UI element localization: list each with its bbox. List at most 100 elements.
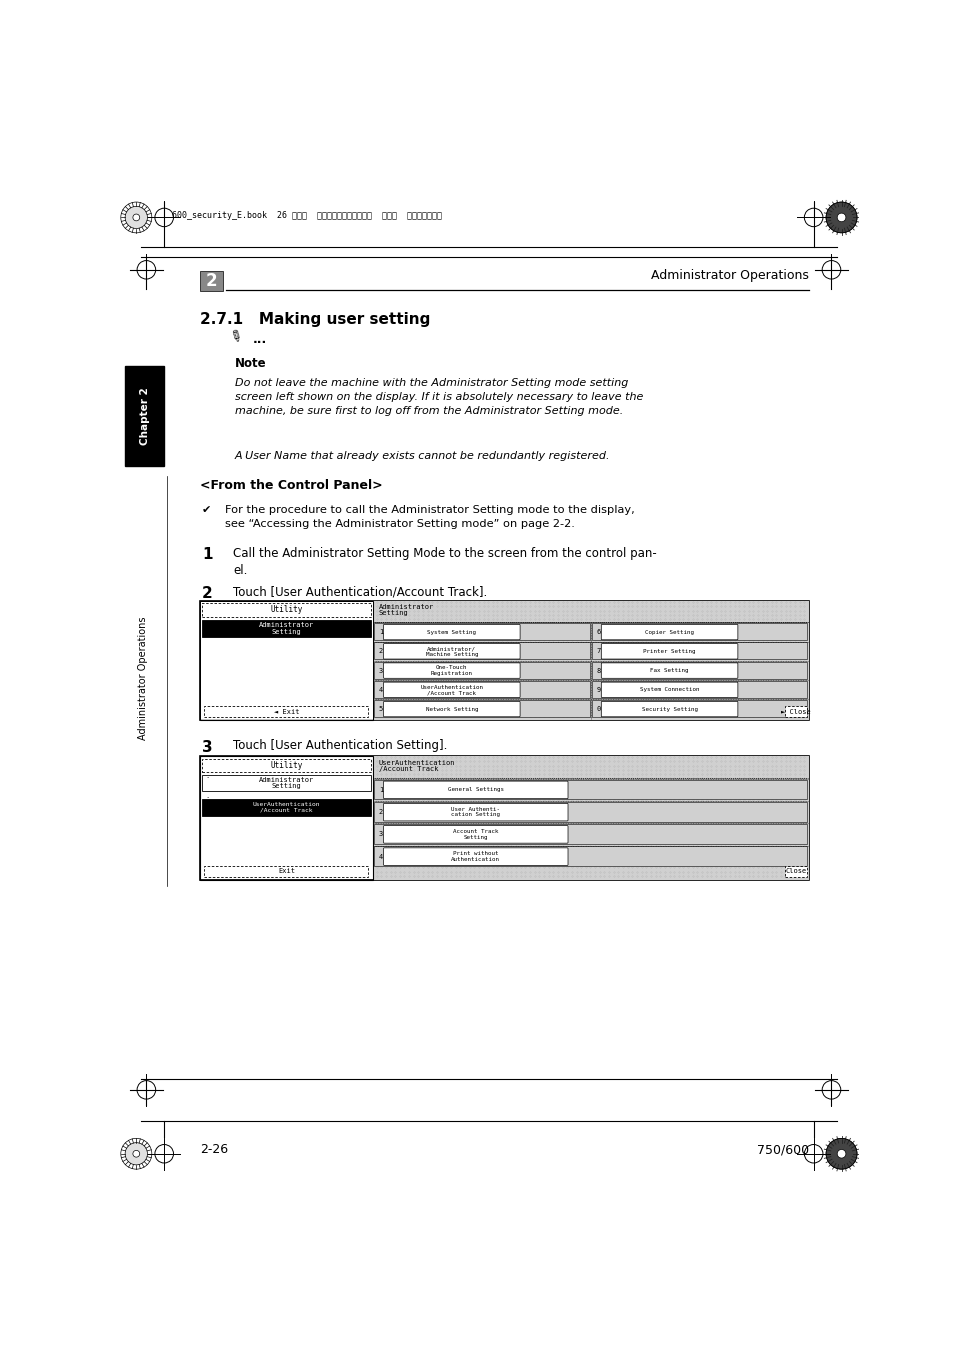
Text: 3: 3 xyxy=(202,740,213,755)
Bar xyxy=(202,799,371,817)
Text: ...: ... xyxy=(253,333,267,347)
Text: Printer Setting: Printer Setting xyxy=(642,649,695,653)
FancyBboxPatch shape xyxy=(383,826,567,844)
Text: UserAuthentication
/Account Track: UserAuthentication /Account Track xyxy=(253,802,320,813)
Bar xyxy=(374,662,589,679)
Bar xyxy=(204,706,368,717)
Text: ..: .. xyxy=(206,775,210,779)
Bar xyxy=(784,706,806,717)
Circle shape xyxy=(825,1138,856,1169)
FancyBboxPatch shape xyxy=(600,663,737,678)
Text: ✔: ✔ xyxy=(202,505,212,516)
Text: Touch [User Authentication Setting].: Touch [User Authentication Setting]. xyxy=(233,740,447,752)
Text: 2: 2 xyxy=(206,273,217,290)
Bar xyxy=(199,601,808,721)
Bar xyxy=(592,701,806,717)
FancyBboxPatch shape xyxy=(383,803,567,821)
Text: 5: 5 xyxy=(378,706,383,711)
Text: UserAuthentication
/Account Track: UserAuthentication /Account Track xyxy=(420,684,483,695)
Circle shape xyxy=(132,215,139,221)
FancyBboxPatch shape xyxy=(383,782,567,799)
Text: 2.7.1   Making user setting: 2.7.1 Making user setting xyxy=(199,312,430,327)
Text: ► Close: ► Close xyxy=(781,709,810,714)
Text: Print without
Authentication: Print without Authentication xyxy=(451,852,499,861)
Bar xyxy=(202,603,371,617)
FancyBboxPatch shape xyxy=(383,644,519,659)
Bar xyxy=(202,775,371,791)
Text: 2: 2 xyxy=(378,648,383,655)
FancyBboxPatch shape xyxy=(600,682,737,698)
Text: 2: 2 xyxy=(378,809,383,815)
Text: System Setting: System Setting xyxy=(427,629,476,634)
Bar xyxy=(374,824,806,844)
Bar xyxy=(592,643,806,659)
Bar xyxy=(373,756,808,880)
Bar xyxy=(374,701,589,717)
Circle shape xyxy=(837,213,845,221)
Text: 2-26: 2-26 xyxy=(199,1143,228,1157)
Text: 4: 4 xyxy=(378,687,383,693)
Text: User Authenti-
cation Setting: User Authenti- cation Setting xyxy=(451,807,499,817)
Circle shape xyxy=(132,1150,139,1157)
Bar xyxy=(374,643,589,659)
Circle shape xyxy=(825,202,856,232)
Text: 4: 4 xyxy=(378,853,383,860)
Bar xyxy=(374,680,589,698)
FancyBboxPatch shape xyxy=(383,625,519,640)
Bar xyxy=(374,624,589,640)
Text: Chapter 2: Chapter 2 xyxy=(140,387,150,446)
Text: 7: 7 xyxy=(596,648,600,655)
Bar xyxy=(199,756,373,880)
Bar xyxy=(202,759,371,772)
Text: ✎: ✎ xyxy=(225,327,244,347)
Bar xyxy=(592,680,806,698)
Bar xyxy=(199,756,808,880)
Bar xyxy=(199,601,373,721)
Text: 2: 2 xyxy=(202,586,213,601)
Text: 600_security_E.book  26 ページ  ２００６年１２月２７日  水曜日  午前７時５０分: 600_security_E.book 26 ページ ２００６年１２月２７日 水… xyxy=(172,212,441,220)
FancyBboxPatch shape xyxy=(383,682,519,698)
Text: ..: .. xyxy=(206,794,210,799)
Bar xyxy=(592,662,806,679)
FancyBboxPatch shape xyxy=(383,702,519,717)
Text: UserAuthentication
/Account Track: UserAuthentication /Account Track xyxy=(378,760,455,772)
Text: Administrator
Setting: Administrator Setting xyxy=(259,622,314,634)
Text: Call the Administrator Setting Mode to the screen from the control pan-
el.: Call the Administrator Setting Mode to t… xyxy=(233,547,657,578)
Text: 8: 8 xyxy=(596,668,600,674)
Text: Utility: Utility xyxy=(271,761,302,770)
Bar xyxy=(204,865,368,876)
Text: Close: Close xyxy=(784,868,805,875)
Text: Administrator Operations: Administrator Operations xyxy=(137,616,148,740)
FancyBboxPatch shape xyxy=(383,663,519,678)
Text: 3: 3 xyxy=(378,668,383,674)
Text: 1: 1 xyxy=(378,629,383,634)
Bar xyxy=(373,601,808,721)
Text: Network Setting: Network Setting xyxy=(425,706,477,711)
Text: A User Name that already exists cannot be redundantly registered.: A User Name that already exists cannot b… xyxy=(234,451,610,460)
Text: Administrator
Setting: Administrator Setting xyxy=(259,776,314,790)
Text: 3: 3 xyxy=(378,832,383,837)
Text: One-Touch
Registration: One-Touch Registration xyxy=(431,666,473,676)
Text: ◄ Exit: ◄ Exit xyxy=(274,709,299,714)
Text: Utility: Utility xyxy=(271,605,302,614)
Text: 750/600: 750/600 xyxy=(756,1143,808,1157)
Bar xyxy=(200,757,373,879)
Text: Do not leave the machine with the Administrator Setting mode setting
screen left: Do not leave the machine with the Admini… xyxy=(234,378,642,416)
FancyBboxPatch shape xyxy=(600,644,737,659)
Text: Administrator
Setting: Administrator Setting xyxy=(378,603,434,617)
Text: Note: Note xyxy=(234,356,266,370)
Text: Account Track
Setting: Account Track Setting xyxy=(453,829,498,840)
Text: Security Setting: Security Setting xyxy=(641,706,697,711)
Bar xyxy=(125,366,164,466)
Bar xyxy=(374,802,806,822)
Bar xyxy=(374,779,806,799)
Text: Fax Setting: Fax Setting xyxy=(650,668,688,674)
Circle shape xyxy=(125,207,148,228)
Text: Copier Setting: Copier Setting xyxy=(644,629,694,634)
Text: 9: 9 xyxy=(596,687,600,693)
FancyBboxPatch shape xyxy=(600,702,737,717)
Text: For the procedure to call the Administrator Setting mode to the display,
see “Ac: For the procedure to call the Administra… xyxy=(225,505,635,529)
Text: System Connection: System Connection xyxy=(639,687,699,693)
Bar xyxy=(202,620,371,637)
Text: Administrator/
Machine Setting: Administrator/ Machine Setting xyxy=(425,647,477,656)
